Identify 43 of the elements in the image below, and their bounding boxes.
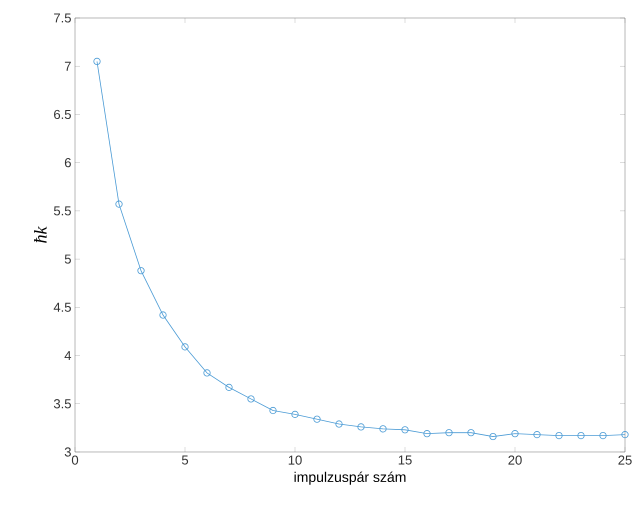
y-tick-label: 5.5: [54, 206, 71, 216]
y-tick-label: 4: [64, 351, 72, 360]
point: [555, 432, 563, 440]
point: [445, 429, 453, 436]
point: [467, 429, 475, 436]
point: [203, 369, 211, 377]
x-tick-label: 10: [288, 456, 302, 465]
point: [115, 200, 123, 208]
y-tick-label: 6.5: [54, 110, 71, 120]
point: [357, 423, 365, 431]
point: [423, 430, 431, 438]
point: [225, 384, 233, 391]
point: [533, 431, 541, 438]
point: [159, 311, 167, 319]
y-tick-label: 3.5: [54, 399, 71, 408]
point: [599, 432, 607, 440]
y-tick-label: 4.5: [54, 302, 71, 312]
y-tick-label: 6: [64, 158, 71, 168]
y-tick-label: 7.5: [54, 13, 71, 23]
point: [401, 426, 409, 434]
point: [511, 430, 519, 438]
point: [269, 406, 277, 414]
x-tick-label: 5: [182, 456, 188, 465]
point: [247, 395, 255, 403]
y-tick-label: 3: [64, 447, 71, 457]
x-tick-label: 25: [618, 456, 632, 465]
point: [379, 425, 387, 432]
y-tick-label: 5: [64, 254, 71, 264]
point: [335, 420, 343, 428]
point: [181, 343, 189, 350]
x-axis-title: impulzuspár szám: [294, 472, 406, 485]
point: [137, 267, 145, 274]
point: [313, 416, 321, 423]
point: [291, 410, 299, 418]
x-tick-label: 20: [508, 456, 522, 465]
point: [621, 431, 629, 438]
point: [93, 58, 101, 65]
point: [489, 432, 497, 440]
x-tick-label: 0: [72, 456, 78, 465]
y-axis-title: ħk: [34, 226, 47, 243]
y-tick-label: 7: [64, 62, 71, 71]
point: [577, 432, 585, 440]
x-tick-label: 15: [398, 456, 412, 465]
